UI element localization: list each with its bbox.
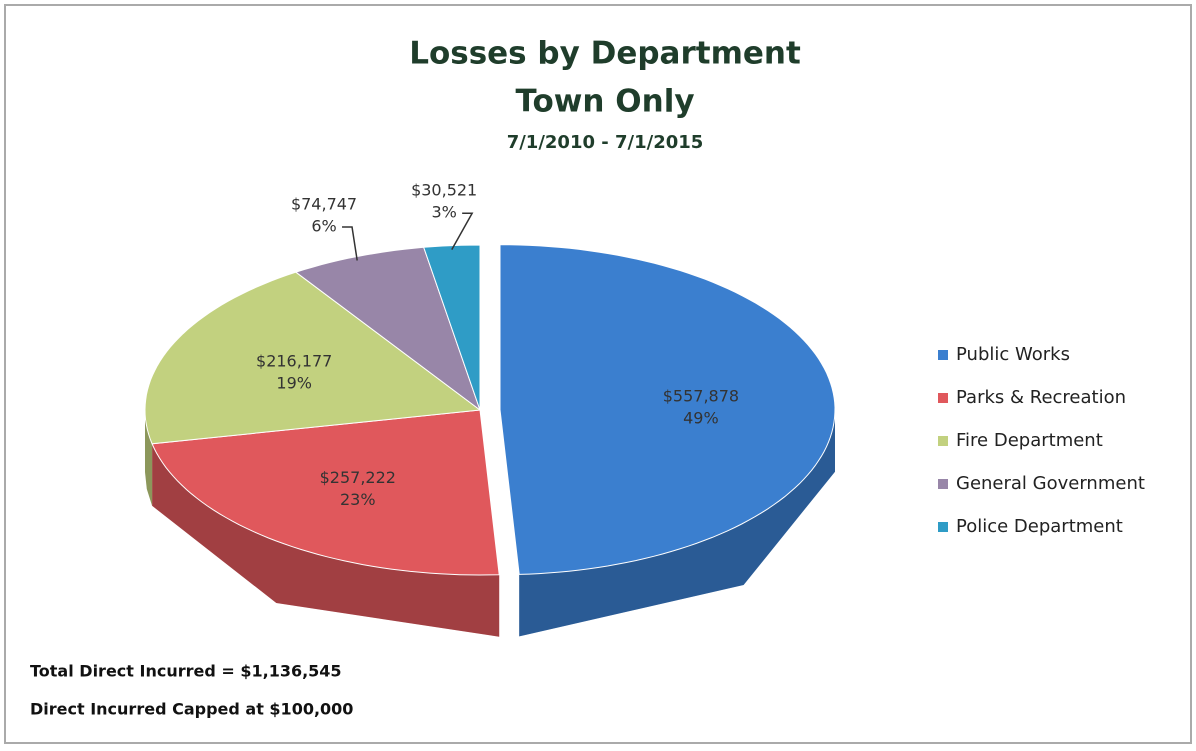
annotation: Total Direct Incurred = $1,136,545 — [30, 662, 342, 681]
slice-side-shade — [519, 409, 835, 637]
chart-subtitle: Town Only — [515, 84, 694, 120]
data-label: $216,177 — [256, 352, 332, 371]
legend-swatch — [938, 393, 948, 403]
date-range: 7/1/2010 - 7/1/2015 — [507, 132, 704, 153]
legend-label: General Government — [956, 473, 1145, 494]
slice-side-shade — [145, 410, 153, 506]
slice — [423, 244, 481, 411]
legend-swatch — [938, 479, 948, 489]
slice-side — [152, 443, 500, 637]
chart-title: Losses by Department — [409, 36, 801, 72]
slice-side — [519, 409, 835, 637]
legend-label: Public Works — [956, 344, 1070, 365]
percent-label: 19% — [276, 374, 312, 393]
slice — [144, 271, 482, 445]
data-label: $74,747 — [291, 195, 357, 214]
legend-label: Police Department — [956, 516, 1123, 537]
slice — [151, 409, 500, 576]
legend-swatch — [938, 522, 948, 532]
leader-line — [451, 212, 474, 250]
legend-swatch — [938, 436, 948, 446]
percent-label: 23% — [340, 490, 376, 509]
slice-side — [145, 410, 153, 506]
legend-swatch — [938, 350, 948, 360]
data-label: $30,521 — [411, 181, 477, 200]
leader-line — [342, 226, 358, 261]
data-label: $557,878 — [663, 386, 739, 405]
legend-label: Parks & Recreation — [956, 387, 1126, 408]
slice — [499, 244, 836, 575]
data-label: $257,222 — [320, 468, 396, 487]
percent-label: 3% — [431, 203, 456, 222]
percent-label: 6% — [311, 217, 336, 236]
percent-label: 49% — [683, 408, 719, 427]
slice-side-shade — [152, 443, 500, 637]
legend-label: Fire Department — [956, 430, 1103, 451]
annotation: Direct Incurred Capped at $100,000 — [30, 700, 353, 719]
